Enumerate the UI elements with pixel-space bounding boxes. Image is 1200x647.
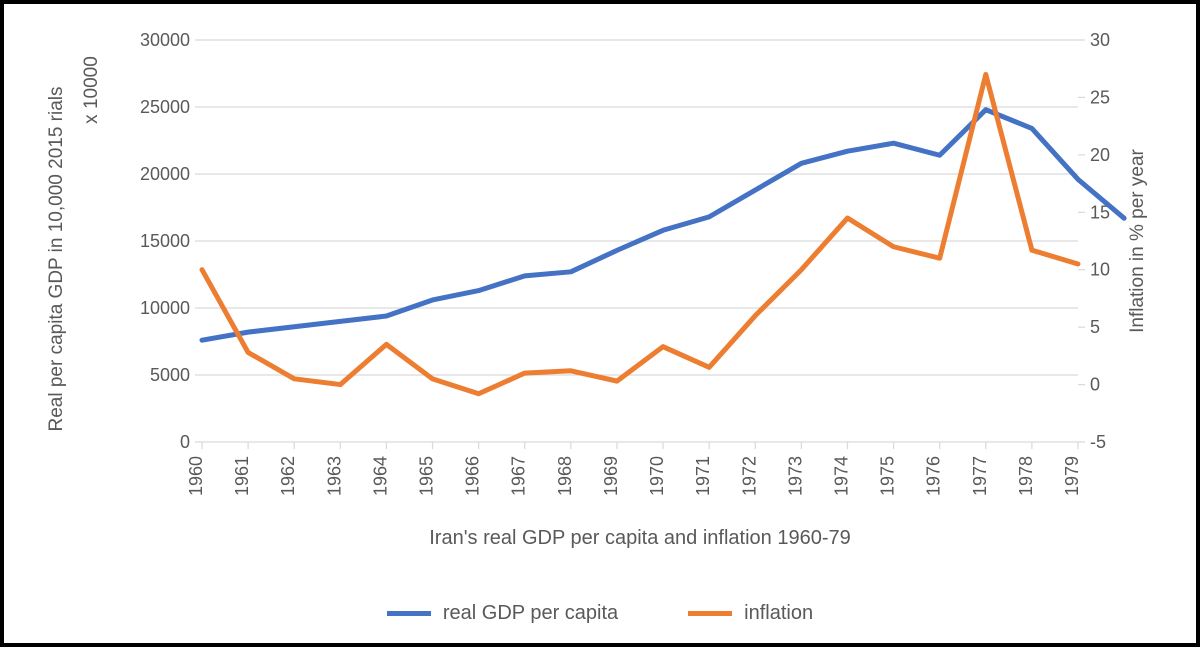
y-left-tick-label: 30000	[140, 30, 190, 50]
legend-item-1: inflation	[688, 602, 813, 625]
x-tick-label: 1976	[924, 456, 944, 496]
y-left-tick-label: 0	[180, 432, 190, 452]
y-right-tick-label: 10	[1090, 260, 1110, 280]
y-left-unit-label: x 10000	[81, 56, 102, 124]
x-tick-label: 1972	[739, 456, 759, 496]
x-axis-title: Iran's real GDP per capita and inflation…	[429, 527, 850, 549]
x-tick-label: 1966	[463, 456, 483, 496]
y-left-tick-label: 20000	[140, 164, 190, 184]
y-right-tick-label: 5	[1090, 317, 1100, 337]
y-right-axis-title: Inflation in % per year	[1127, 148, 1148, 332]
line-chart: 050001000015000200002500030000-505101520…	[22, 22, 1178, 582]
x-tick-label: 1973	[785, 456, 805, 496]
y-right-tick-label: 30	[1090, 30, 1110, 50]
x-tick-label: 1975	[878, 456, 898, 496]
x-tick-label: 1964	[370, 456, 390, 496]
y-right-tick-label: 0	[1090, 375, 1100, 395]
x-tick-label: 1960	[186, 456, 206, 496]
y-right-tick-label: 25	[1090, 87, 1110, 107]
legend-swatch	[688, 611, 732, 616]
x-tick-label: 1965	[417, 456, 437, 496]
y-left-tick-label: 5000	[150, 365, 190, 385]
x-tick-label: 1963	[324, 456, 344, 496]
y-left-tick-label: 25000	[140, 97, 190, 117]
x-tick-label: 1961	[232, 456, 252, 496]
legend-swatch	[387, 611, 431, 616]
y-left-tick-label: 10000	[140, 298, 190, 318]
x-tick-label: 1969	[601, 456, 621, 496]
legend-item-0: real GDP per capita	[387, 602, 618, 625]
x-tick-label: 1970	[647, 456, 667, 496]
x-tick-label: 1967	[509, 456, 529, 496]
series-line-1	[202, 74, 1078, 393]
x-tick-label: 1962	[278, 456, 298, 496]
series-line-0	[202, 110, 1124, 340]
x-tick-label: 1978	[1016, 456, 1036, 496]
x-tick-label: 1974	[831, 456, 851, 496]
x-tick-label: 1977	[970, 456, 990, 496]
legend-label: inflation	[744, 602, 813, 625]
legend-label: real GDP per capita	[443, 602, 618, 625]
y-right-tick-label: -5	[1090, 432, 1106, 452]
x-tick-label: 1979	[1062, 456, 1082, 496]
x-tick-label: 1971	[693, 456, 713, 496]
y-left-axis-title: Real per capita GDP in 10,000 2015 rials	[46, 86, 67, 431]
chart-area: 050001000015000200002500030000-505101520…	[22, 22, 1178, 592]
y-left-tick-label: 15000	[140, 231, 190, 251]
x-tick-label: 1968	[555, 456, 575, 496]
y-right-tick-label: 20	[1090, 145, 1110, 165]
chart-frame: 050001000015000200002500030000-505101520…	[0, 0, 1200, 647]
legend: real GDP per capita inflation	[22, 592, 1178, 625]
